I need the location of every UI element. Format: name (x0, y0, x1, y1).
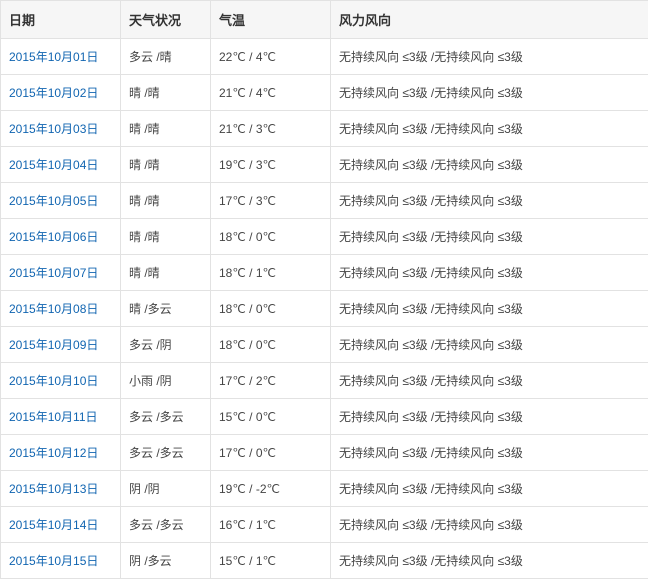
cell-date: 2015年10月08日 (1, 291, 121, 327)
cell-condition: 阴 /多云 (121, 543, 211, 579)
cell-date: 2015年10月13日 (1, 471, 121, 507)
cell-date: 2015年10月12日 (1, 435, 121, 471)
table-row: 2015年10月13日 阴 /阴19℃ / -2℃无持续风向 ≤3级 /无持续风向… (1, 471, 648, 507)
date-link[interactable]: 2015年10月07日 (9, 266, 98, 280)
cell-condition: 多云 /多云 (121, 435, 211, 471)
cell-condition: 晴 /晴 (121, 183, 211, 219)
cell-condition: 晴 /晴 (121, 111, 211, 147)
cell-condition: 阴 /阴 (121, 471, 211, 507)
cell-condition: 晴 /晴 (121, 255, 211, 291)
weather-table: 日期 天气状况 气温 风力风向 2015年10月01日 多云 /晴22℃ / 4℃… (0, 0, 648, 579)
table-row: 2015年10月15日 阴 /多云15℃ / 1℃无持续风向 ≤3级 /无持续风向… (1, 543, 648, 579)
date-link[interactable]: 2015年10月05日 (9, 194, 98, 208)
date-link[interactable]: 2015年10月12日 (9, 446, 98, 460)
cell-wind: 无持续风向 ≤3级 /无持续风向 ≤3级 (331, 291, 648, 327)
cell-wind: 无持续风向 ≤3级 /无持续风向 ≤3级 (331, 399, 648, 435)
cell-wind: 无持续风向 ≤3级 /无持续风向 ≤3级 (331, 471, 648, 507)
cell-wind: 无持续风向 ≤3级 /无持续风向 ≤3级 (331, 327, 648, 363)
date-link[interactable]: 2015年10月04日 (9, 158, 98, 172)
cell-temperature: 19℃ / 3℃ (211, 147, 331, 183)
cell-date: 2015年10月07日 (1, 255, 121, 291)
cell-temperature: 22℃ / 4℃ (211, 39, 331, 75)
cell-temperature: 17℃ / 3℃ (211, 183, 331, 219)
cell-wind: 无持续风向 ≤3级 /无持续风向 ≤3级 (331, 39, 648, 75)
cell-temperature: 19℃ / -2℃ (211, 471, 331, 507)
date-link[interactable]: 2015年10月14日 (9, 518, 98, 532)
cell-wind: 无持续风向 ≤3级 /无持续风向 ≤3级 (331, 363, 648, 399)
date-link[interactable]: 2015年10月01日 (9, 50, 98, 64)
cell-condition: 多云 /晴 (121, 39, 211, 75)
col-header-temperature: 气温 (211, 1, 331, 39)
table-row: 2015年10月02日 晴 /晴21℃ / 4℃无持续风向 ≤3级 /无持续风向 … (1, 75, 648, 111)
cell-temperature: 15℃ / 0℃ (211, 399, 331, 435)
col-header-date: 日期 (1, 1, 121, 39)
table-row: 2015年10月05日 晴 /晴17℃ / 3℃无持续风向 ≤3级 /无持续风向 … (1, 183, 648, 219)
cell-date: 2015年10月11日 (1, 399, 121, 435)
cell-date: 2015年10月10日 (1, 363, 121, 399)
cell-temperature: 17℃ / 0℃ (211, 435, 331, 471)
cell-temperature: 18℃ / 0℃ (211, 219, 331, 255)
date-link[interactable]: 2015年10月10日 (9, 374, 98, 388)
cell-wind: 无持续风向 ≤3级 /无持续风向 ≤3级 (331, 219, 648, 255)
cell-temperature: 15℃ / 1℃ (211, 543, 331, 579)
cell-date: 2015年10月06日 (1, 219, 121, 255)
cell-wind: 无持续风向 ≤3级 /无持续风向 ≤3级 (331, 255, 648, 291)
table-row: 2015年10月10日 小雨 /阴17℃ / 2℃无持续风向 ≤3级 /无持续风向… (1, 363, 648, 399)
cell-temperature: 21℃ / 4℃ (211, 75, 331, 111)
cell-temperature: 18℃ / 0℃ (211, 291, 331, 327)
table-row: 2015年10月12日 多云 /多云17℃ / 0℃无持续风向 ≤3级 /无持续风… (1, 435, 648, 471)
cell-date: 2015年10月04日 (1, 147, 121, 183)
cell-date: 2015年10月09日 (1, 327, 121, 363)
cell-temperature: 16℃ / 1℃ (211, 507, 331, 543)
cell-condition: 晴 /晴 (121, 75, 211, 111)
table-row: 2015年10月03日 晴 /晴21℃ / 3℃无持续风向 ≤3级 /无持续风向 … (1, 111, 648, 147)
cell-wind: 无持续风向 ≤3级 /无持续风向 ≤3级 (331, 183, 648, 219)
table-row: 2015年10月09日 多云 /阴18℃ / 0℃无持续风向 ≤3级 /无持续风向… (1, 327, 648, 363)
date-link[interactable]: 2015年10月08日 (9, 302, 98, 316)
cell-wind: 无持续风向 ≤3级 /无持续风向 ≤3级 (331, 507, 648, 543)
date-link[interactable]: 2015年10月03日 (9, 122, 98, 136)
date-link[interactable]: 2015年10月06日 (9, 230, 98, 244)
table-row: 2015年10月11日 多云 /多云15℃ / 0℃无持续风向 ≤3级 /无持续风… (1, 399, 648, 435)
table-row: 2015年10月08日 晴 /多云18℃ / 0℃无持续风向 ≤3级 /无持续风向… (1, 291, 648, 327)
cell-date: 2015年10月01日 (1, 39, 121, 75)
table-row: 2015年10月06日 晴 /晴18℃ / 0℃无持续风向 ≤3级 /无持续风向 … (1, 219, 648, 255)
date-link[interactable]: 2015年10月13日 (9, 482, 98, 496)
cell-temperature: 18℃ / 1℃ (211, 255, 331, 291)
table-row: 2015年10月01日 多云 /晴22℃ / 4℃无持续风向 ≤3级 /无持续风向… (1, 39, 648, 75)
cell-wind: 无持续风向 ≤3级 /无持续风向 ≤3级 (331, 543, 648, 579)
col-header-wind: 风力风向 (331, 1, 648, 39)
table-body: 2015年10月01日多云 /晴22℃ / 4℃无持续风向 ≤3级 /无持续风向… (1, 39, 648, 579)
cell-condition: 小雨 /阴 (121, 363, 211, 399)
table-row: 2015年10月04日 晴 /晴19℃ / 3℃无持续风向 ≤3级 /无持续风向 … (1, 147, 648, 183)
col-header-condition: 天气状况 (121, 1, 211, 39)
cell-condition: 多云 /多云 (121, 399, 211, 435)
cell-date: 2015年10月05日 (1, 183, 121, 219)
cell-wind: 无持续风向 ≤3级 /无持续风向 ≤3级 (331, 147, 648, 183)
cell-wind: 无持续风向 ≤3级 /无持续风向 ≤3级 (331, 435, 648, 471)
date-link[interactable]: 2015年10月15日 (9, 554, 98, 568)
cell-date: 2015年10月15日 (1, 543, 121, 579)
table-row: 2015年10月14日 多云 /多云16℃ / 1℃无持续风向 ≤3级 /无持续风… (1, 507, 648, 543)
date-link[interactable]: 2015年10月02日 (9, 86, 98, 100)
cell-date: 2015年10月14日 (1, 507, 121, 543)
cell-condition: 多云 /阴 (121, 327, 211, 363)
cell-condition: 晴 /晴 (121, 147, 211, 183)
table-row: 2015年10月07日 晴 /晴18℃ / 1℃无持续风向 ≤3级 /无持续风向 … (1, 255, 648, 291)
cell-condition: 多云 /多云 (121, 507, 211, 543)
cell-condition: 晴 /多云 (121, 291, 211, 327)
cell-condition: 晴 /晴 (121, 219, 211, 255)
cell-date: 2015年10月02日 (1, 75, 121, 111)
table-header: 日期 天气状况 气温 风力风向 (1, 1, 648, 39)
date-link[interactable]: 2015年10月09日 (9, 338, 98, 352)
cell-wind: 无持续风向 ≤3级 /无持续风向 ≤3级 (331, 111, 648, 147)
cell-wind: 无持续风向 ≤3级 /无持续风向 ≤3级 (331, 75, 648, 111)
cell-date: 2015年10月03日 (1, 111, 121, 147)
date-link[interactable]: 2015年10月11日 (9, 410, 98, 424)
cell-temperature: 21℃ / 3℃ (211, 111, 331, 147)
cell-temperature: 17℃ / 2℃ (211, 363, 331, 399)
cell-temperature: 18℃ / 0℃ (211, 327, 331, 363)
